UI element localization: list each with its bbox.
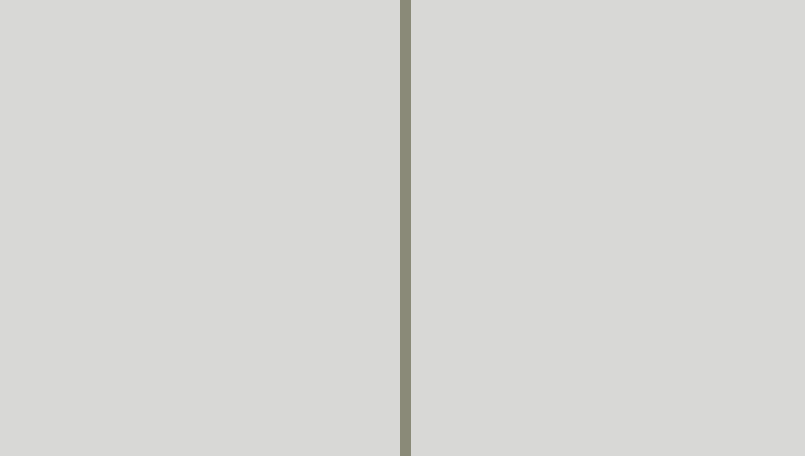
left-place-labels-layer: [0, 0, 400, 456]
right-place-labels-layer: [411, 0, 805, 456]
panel-divider: [400, 0, 411, 456]
voter-results-panel: [411, 0, 805, 456]
precinct-choropleth-map-canvas: [0, 0, 400, 456]
voter-dot-map-canvas: [411, 0, 805, 456]
precinct-results-panel: [0, 0, 400, 456]
